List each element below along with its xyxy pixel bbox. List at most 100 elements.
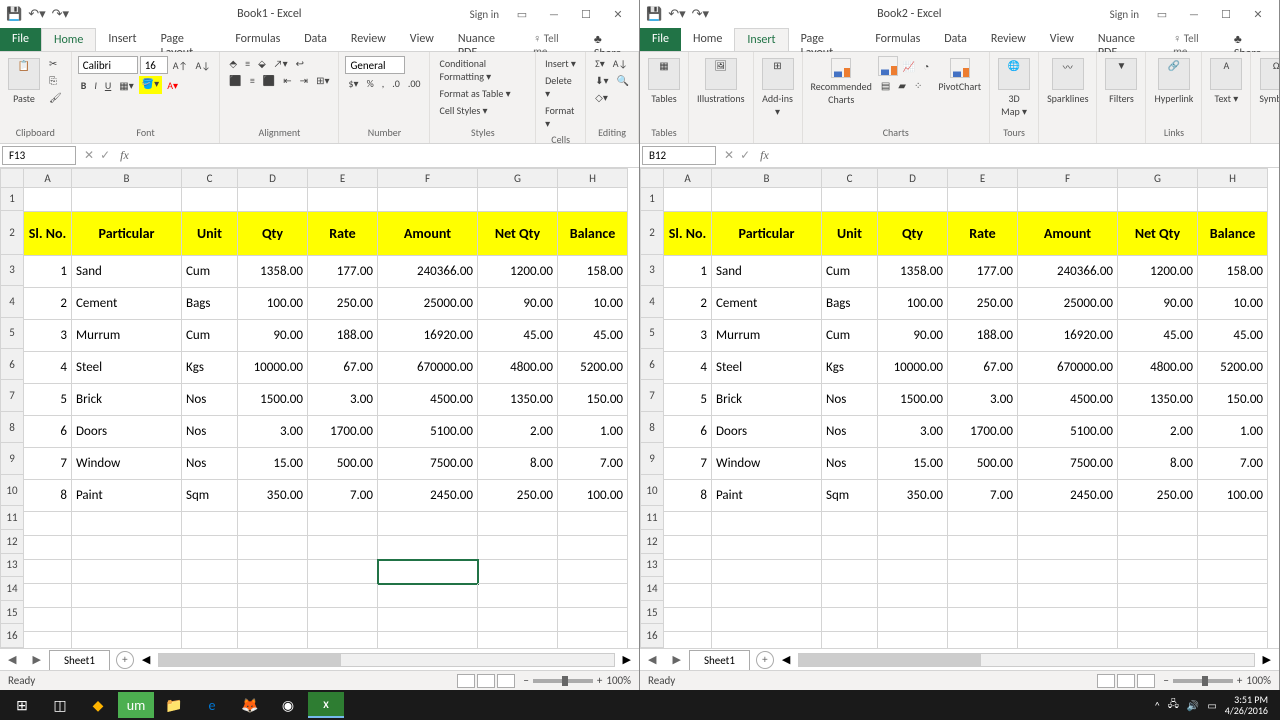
cell[interactable]: 16920.00 — [1018, 320, 1118, 352]
cell[interactable]: Cum — [822, 320, 878, 352]
cell[interactable] — [664, 608, 712, 632]
italic-icon[interactable]: I — [91, 78, 100, 93]
cell[interactable] — [308, 536, 378, 560]
cell[interactable]: 188.00 — [948, 320, 1018, 352]
cell[interactable]: 188.00 — [308, 320, 378, 352]
cell[interactable] — [1198, 512, 1268, 536]
font-name-combo[interactable]: Calibri — [78, 56, 138, 74]
cell[interactable] — [948, 560, 1018, 584]
cell[interactable]: 1350.00 — [478, 384, 558, 416]
sheet-nav-prev-icon[interactable]: ◀ — [640, 653, 664, 666]
sheet-tab[interactable]: Sheet1 — [689, 650, 750, 670]
scrollbar[interactable] — [798, 653, 1254, 667]
cell[interactable] — [558, 536, 628, 560]
paste-button[interactable]: 📋Paste — [6, 56, 42, 107]
cell[interactable]: Sqm — [182, 480, 238, 512]
cancel-icon[interactable]: ✕ — [724, 148, 734, 163]
cell[interactable] — [878, 512, 948, 536]
cell[interactable] — [664, 632, 712, 648]
column-chart-icon[interactable] — [878, 56, 898, 76]
cell[interactable]: 240366.00 — [378, 256, 478, 288]
currency-icon[interactable]: $▾ — [345, 76, 361, 91]
col-header[interactable]: D — [238, 168, 308, 188]
cell[interactable] — [1198, 632, 1268, 648]
redo-icon[interactable]: ↷▾ — [692, 7, 709, 22]
cell[interactable] — [478, 560, 558, 584]
cell[interactable]: 7 — [664, 448, 712, 480]
cell[interactable] — [822, 560, 878, 584]
cell[interactable] — [664, 584, 712, 608]
name-box[interactable] — [642, 146, 716, 165]
cell[interactable]: 158.00 — [1198, 256, 1268, 288]
tab-review[interactable]: Review — [339, 28, 398, 51]
cell[interactable] — [72, 536, 182, 560]
inc-decimal-icon[interactable]: .0 — [389, 76, 403, 91]
cell[interactable]: Nos — [182, 448, 238, 480]
cell[interactable]: 177.00 — [948, 256, 1018, 288]
zoom-in-icon[interactable]: + — [597, 674, 602, 687]
cell[interactable] — [878, 584, 948, 608]
cell[interactable] — [878, 632, 948, 648]
cell[interactable]: Steel — [72, 352, 182, 384]
cell[interactable]: 10.00 — [1198, 288, 1268, 320]
cell[interactable]: Nos — [822, 384, 878, 416]
cell[interactable]: 4500.00 — [378, 384, 478, 416]
add-sheet-icon[interactable]: + — [116, 651, 134, 669]
cell[interactable] — [24, 632, 72, 648]
undo-icon[interactable]: ↶▾ — [668, 7, 685, 22]
maximize-icon[interactable]: ☐ — [571, 3, 601, 25]
cell[interactable] — [24, 560, 72, 584]
cell[interactable] — [1118, 632, 1198, 648]
cell[interactable] — [238, 560, 308, 584]
cell[interactable] — [478, 632, 558, 648]
sign-in-link[interactable]: Sign in — [1110, 8, 1139, 21]
cell[interactable]: 45.00 — [558, 320, 628, 352]
cell[interactable]: 67.00 — [308, 352, 378, 384]
tab-insert[interactable]: Insert — [734, 28, 788, 51]
zoom-in-icon[interactable]: + — [1237, 674, 1242, 687]
cell[interactable]: 5100.00 — [1018, 416, 1118, 448]
cell[interactable]: Cum — [182, 320, 238, 352]
cell[interactable]: 2 — [24, 288, 72, 320]
fill-icon[interactable]: ⬇▾ — [592, 73, 611, 88]
table-header[interactable]: Amount — [378, 212, 478, 256]
find-icon[interactable]: 🔍 — [614, 73, 632, 88]
cell[interactable]: 3.00 — [878, 416, 948, 448]
area-chart-icon[interactable]: ▰ — [895, 78, 909, 93]
cell[interactable] — [308, 584, 378, 608]
cell[interactable]: 45.00 — [478, 320, 558, 352]
sign-in-link[interactable]: Sign in — [470, 8, 499, 21]
tab-file[interactable]: File — [0, 28, 41, 51]
cell[interactable] — [1118, 584, 1198, 608]
cell[interactable]: 1700.00 — [308, 416, 378, 448]
cell[interactable] — [558, 632, 628, 648]
tab-nuance[interactable]: Nuance PDF — [1086, 28, 1161, 51]
format-painter-icon[interactable]: 🖌 — [46, 90, 65, 105]
cell[interactable]: 100.00 — [1198, 480, 1268, 512]
table-header[interactable]: Amount — [1018, 212, 1118, 256]
col-header[interactable]: B — [72, 168, 182, 188]
font-size-combo[interactable]: 16 — [140, 56, 168, 74]
cell[interactable] — [712, 560, 822, 584]
grow-font-icon[interactable]: A↑ — [170, 58, 191, 73]
cell[interactable] — [1198, 608, 1268, 632]
col-header[interactable]: F — [1018, 168, 1118, 188]
copy-icon[interactable]: ⎘ — [46, 73, 60, 88]
merge-icon[interactable]: ⊞▾ — [313, 73, 332, 88]
recommended-charts-button[interactable]: Recommended Charts — [809, 56, 874, 108]
network-icon[interactable]: 🖧 — [1168, 697, 1179, 714]
cell[interactable] — [72, 608, 182, 632]
col-header[interactable]: E — [948, 168, 1018, 188]
fx-icon[interactable]: fx — [116, 148, 133, 163]
cell[interactable] — [478, 608, 558, 632]
cell[interactable]: 15.00 — [878, 448, 948, 480]
enter-icon[interactable]: ✓ — [740, 148, 750, 163]
cell[interactable]: Kgs — [822, 352, 878, 384]
cell[interactable]: Sqm — [822, 480, 878, 512]
enter-icon[interactable]: ✓ — [100, 148, 110, 163]
normal-view-icon[interactable] — [1097, 674, 1115, 688]
col-header[interactable]: F — [378, 168, 478, 188]
sheet-nav-next-icon[interactable]: ▶ — [24, 653, 48, 666]
cell[interactable]: 1200.00 — [478, 256, 558, 288]
cell[interactable]: 1350.00 — [1118, 384, 1198, 416]
